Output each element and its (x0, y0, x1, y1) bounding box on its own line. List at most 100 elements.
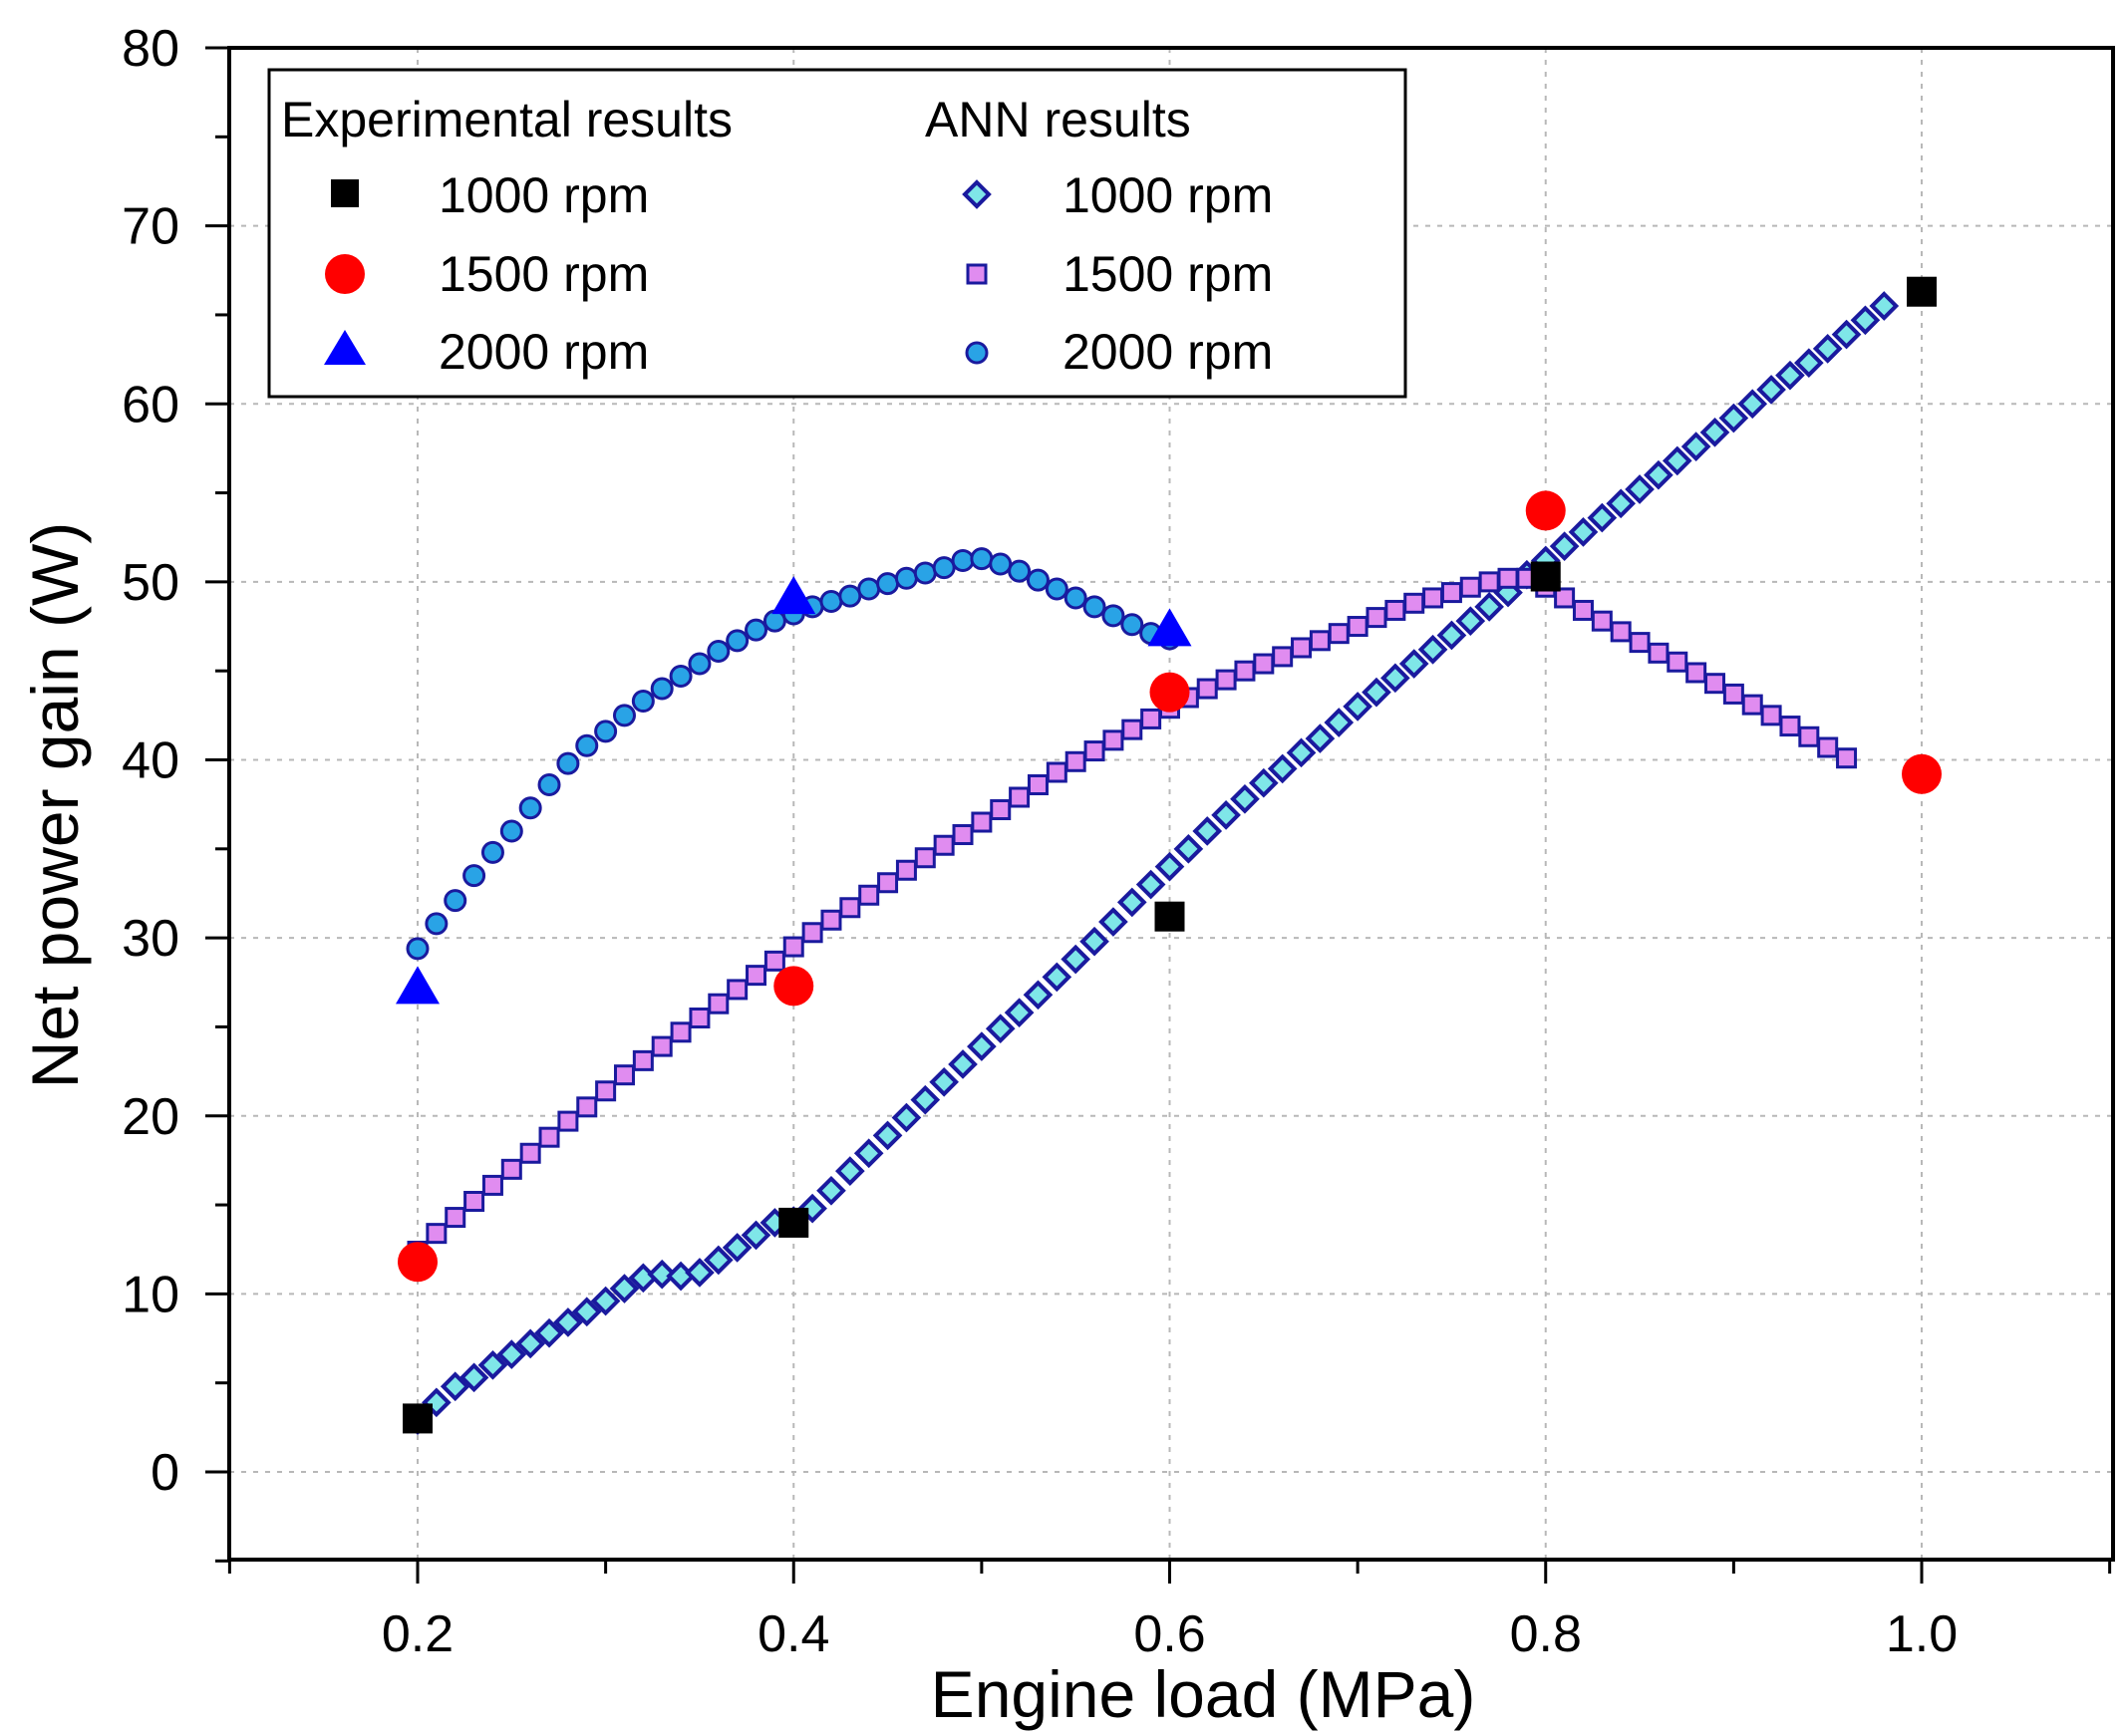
ann-point-1000-rpm (534, 1317, 564, 1348)
ann-point-1000-rpm (440, 1371, 470, 1402)
exp-series-2000 (396, 576, 1192, 1005)
ann-point-2000-rpm (970, 547, 994, 571)
ann-point-1000-rpm (1699, 418, 1730, 447)
ann-point-1500-rpm (481, 1174, 503, 1196)
ann-point-1000-rpm (1587, 502, 1618, 533)
ann-point-1000-rpm (1248, 767, 1279, 798)
exp-point-2000-rpm (1147, 608, 1192, 647)
ann-point-2000-rpm (745, 618, 768, 642)
ann-point-1500-rpm (538, 1126, 560, 1148)
ann-point-2000-rpm (1120, 613, 1144, 637)
ann-point-1500-rpm (1497, 567, 1519, 589)
ann-point-1000-rpm (1644, 459, 1673, 490)
ann-point-1500-rpm (1234, 660, 1256, 682)
legend-label-exp-1500: 1500 rpm (439, 246, 649, 302)
ann-point-2000-rpm (726, 629, 750, 653)
legend-label-exp-2000: 2000 rpm (439, 324, 649, 380)
ann-point-1500-rpm (990, 799, 1012, 821)
ann-point-2000-rpm (819, 590, 843, 614)
ann-point-1000-rpm (477, 1349, 508, 1380)
ann-point-1000-rpm (1398, 649, 1429, 679)
ann-point-1500-rpm (1140, 708, 1162, 729)
ann-point-2000-rpm (575, 733, 599, 757)
ann-point-1500-rpm (1102, 729, 1124, 751)
ann-point-1500-rpm (895, 859, 917, 881)
ann-point-1500-rpm (1291, 637, 1313, 659)
ann-point-1000-rpm (1568, 517, 1599, 547)
ann-point-1000-rpm (1267, 753, 1298, 784)
ann-point-1500-rpm (1196, 678, 1218, 700)
ann-point-1500-rpm (1591, 610, 1613, 632)
ann-point-1500-rpm (1046, 761, 1067, 783)
ann-point-1000-rpm (1042, 962, 1072, 993)
legend-marker-ann-2000 (965, 341, 989, 365)
legend-marker-ann-1500 (966, 263, 988, 285)
ann-point-1000-rpm (609, 1274, 640, 1303)
exp-point-1000-rpm (1530, 561, 1561, 592)
exp-series-1000 (403, 276, 1937, 1434)
ann-point-1000-rpm (872, 1120, 903, 1151)
y-tick-label: 10 (122, 1266, 179, 1323)
ann-series-1000 (403, 291, 1900, 1436)
ann-point-1500-rpm (595, 1080, 617, 1102)
ann-point-1500-rpm (519, 1142, 541, 1164)
legend-label-exp-1000: 1000 rpm (439, 167, 649, 223)
ann-point-1500-rpm (1366, 607, 1387, 629)
ann-point-2000-rpm (762, 609, 786, 633)
ann-point-1000-rpm (967, 1031, 997, 1061)
legend-label-ann-1000: 1000 rpm (1063, 167, 1273, 223)
ann-point-1000-rpm (1812, 334, 1843, 364)
exp-point-1500-rpm (1902, 753, 1942, 794)
ann-point-1000-rpm (458, 1362, 489, 1393)
ann-point-1000-rpm (703, 1245, 734, 1276)
ann-point-1000-rpm (985, 1013, 1016, 1044)
exp-point-1000-rpm (1154, 901, 1185, 932)
legend-label-ann-1500: 1500 rpm (1063, 246, 1273, 302)
ann-point-1000-rpm (891, 1102, 922, 1133)
x-tick-label: 0.6 (1133, 1605, 1205, 1663)
ann-point-1500-rpm (1403, 592, 1425, 614)
ann-point-1000-rpm (1324, 708, 1355, 737)
ann-point-1500-rpm (500, 1158, 522, 1180)
ann-point-1000-rpm (553, 1307, 583, 1337)
ann-point-1500-rpm (1328, 623, 1350, 645)
ann-point-1000-rpm (1436, 620, 1467, 651)
ann-point-2000-rpm (499, 819, 523, 843)
ann-point-1000-rpm (1606, 488, 1637, 519)
ann-point-1500-rpm (1836, 747, 1858, 769)
ann-point-1500-rpm (1817, 736, 1839, 758)
ann-point-1500-rpm (782, 936, 804, 958)
ann-point-2000-rpm (480, 840, 504, 864)
ann-point-1500-rpm (1309, 630, 1331, 652)
ann-point-2000-rpm (1026, 568, 1050, 592)
ann-point-1000-rpm (1154, 851, 1185, 882)
exp-point-2000-rpm (771, 576, 816, 615)
ann-point-2000-rpm (650, 677, 674, 701)
ann-point-2000-rpm (857, 577, 881, 601)
ann-point-2000-rpm (1082, 595, 1106, 619)
ann-point-2000-rpm (951, 548, 975, 572)
ann-point-1500-rpm (839, 897, 861, 919)
ann-point-1000-rpm (571, 1297, 602, 1327)
ann-point-1500-rpm (463, 1190, 485, 1212)
ann-point-2000-rpm (913, 561, 937, 585)
ann-point-1500-rpm (1741, 694, 1763, 716)
ann-point-1000-rpm (1831, 319, 1862, 350)
ann-point-2000-rpm (1045, 577, 1068, 601)
ann-point-1500-rpm (1347, 616, 1368, 638)
legend-marker-exp-1500 (325, 254, 365, 294)
y-tick-label: 80 (122, 20, 179, 78)
ann-point-2000-rpm (425, 912, 449, 936)
ann-point-2000-rpm (406, 937, 430, 961)
ann-point-1500-rpm (877, 872, 899, 894)
ann-point-1500-rpm (1009, 786, 1031, 808)
x-tick-label: 1.0 (1886, 1605, 1958, 1663)
ann-point-1500-rpm (858, 884, 880, 906)
ann-point-2000-rpm (1064, 586, 1087, 610)
ann-point-1500-rpm (708, 993, 730, 1014)
ann-point-2000-rpm (631, 690, 655, 714)
ann-point-1000-rpm (1023, 980, 1054, 1011)
ann-point-1500-rpm (763, 950, 785, 972)
exp-point-1500-rpm (398, 1242, 438, 1283)
y-tick-label: 60 (122, 376, 179, 434)
